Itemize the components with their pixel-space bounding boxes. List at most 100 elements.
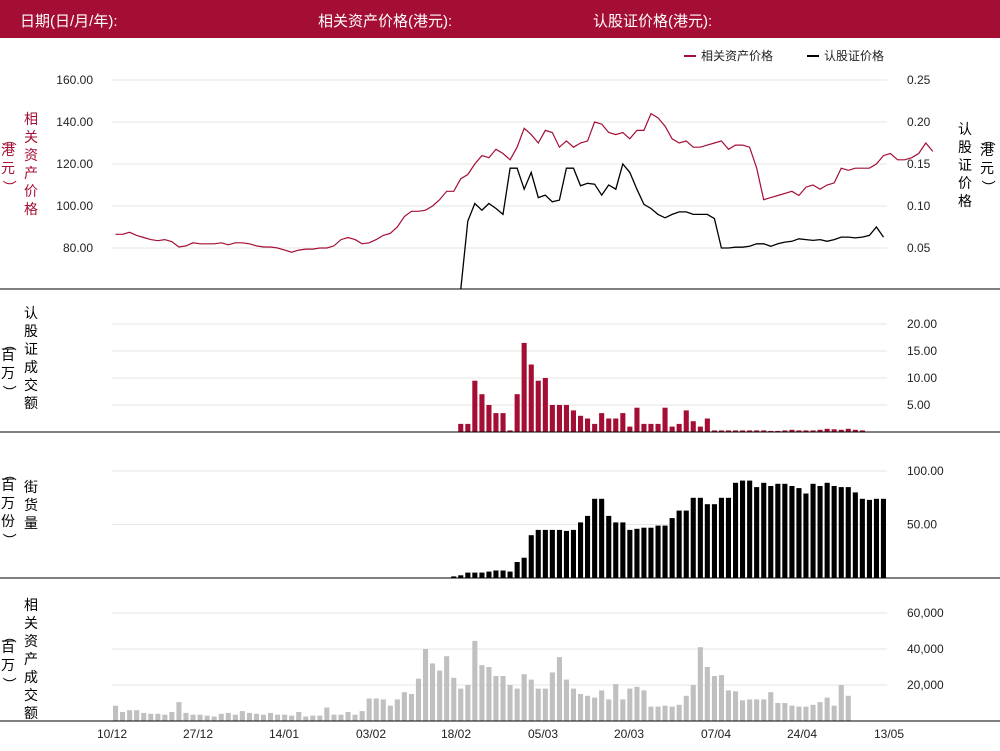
underlying-turnover-bar [535,688,541,721]
underlying-turnover-bar [239,711,245,721]
outstanding-qty-bar [796,488,802,578]
warrant-turnover-bar [620,413,626,432]
svg-text:资: 资 [24,148,38,164]
svg-text:证: 证 [24,342,38,358]
outstanding-qty-bar [599,498,605,578]
underlying-turnover-bar [803,706,809,721]
warrant-turnover-bar [775,430,781,432]
underlying-turnover-bar [620,699,626,721]
warrant-turnover-bar [676,423,682,432]
svg-text:万: 万 [1,366,15,382]
underlying-turnover-bar [514,688,520,721]
warrant-turnover-bar [789,429,795,432]
svg-text:相: 相 [24,598,38,614]
svg-text:交: 交 [24,377,38,394]
underlying-turnover-bar [148,713,154,721]
warrant-turnover-bar [782,430,788,432]
warrant-turnover-bar [838,429,844,432]
warrant-turnover-bar [500,413,506,432]
svg-text:产: 产 [24,166,38,182]
outstanding-qty-bar [873,498,879,578]
outstanding-qty-bar [620,522,626,578]
header-bar: 日期(日/月/年): 相关资产价格(港元): 认股证价格(港元): [0,0,1000,38]
underlying-turnover-bar [113,705,119,721]
outstanding-qty-bar [634,528,640,578]
warrant-turnover-bar [578,415,584,432]
svg-text:认: 认 [24,306,38,322]
underlying-turnover-bar [775,703,781,721]
underlying-turnover-bar [401,692,407,721]
underlying-turnover-bar [176,702,182,721]
warrant-turnover-bar [599,413,605,432]
underlying-turnover-bar [747,699,753,721]
underlying-turnover-bar [824,697,830,721]
svg-text:认: 认 [958,122,972,138]
outstanding-qty-bar [669,518,675,578]
warrant-turnover-bar [479,394,485,432]
outstanding-qty-bar [789,486,795,578]
outstanding-qty-bar [535,529,541,578]
outstanding-qty-bar [549,529,555,578]
underlying-turnover-bar [260,714,266,721]
outstanding-qty-bar [451,576,457,578]
underlying-turnover-bar [634,686,640,721]
left-tick-label: 120.00 [56,157,93,171]
outstanding-qty-bar [655,525,661,578]
outstanding-qty-bar [465,572,471,578]
x-tick-label: 05/03 [528,727,558,741]
outstanding-qty-bar [528,535,534,578]
warrant-turnover-bar [690,421,696,432]
svg-text:货: 货 [24,497,38,514]
underlying-turnover-bar [845,695,851,721]
left-tick-label: 80.00 [63,241,93,255]
outstanding-qty-bar [697,497,703,579]
svg-text:）: ） [0,385,16,399]
legend-underlying-label: 相关资产价格 [701,48,773,63]
warrant-turnover-bar [761,430,767,432]
svg-text:）: ） [0,533,16,547]
warrant-turnover-bar [803,430,809,432]
outstanding-qty-bar [627,529,633,578]
underlying-turnover-bar [733,691,739,721]
outstanding-qty-bar [542,529,548,578]
warrant-turnover-axis-unit: （百万 ） [0,337,16,399]
warrant-turnover-bar [592,423,598,432]
warrant-turnover-bar [733,430,739,432]
underlying-turnover-bar [768,692,774,721]
underlying-turnover-bar [599,690,605,721]
underlying-turnover-bar [521,674,527,721]
outstanding-qty-bar [810,483,816,578]
warrant-turnover-bar [493,413,499,432]
underlying-turnover-bar [310,715,316,721]
underlying-turnover-bar [472,640,478,721]
underlying-turnover-bar [141,712,147,721]
underlying-turnover-bar [289,715,295,721]
underlying-turnover-bar [789,705,795,721]
outstanding-qty-tick-label: 100.00 [907,464,944,478]
underlying-turnover-bar [563,679,569,721]
outstanding-qty-bar [824,482,830,578]
underlying-turnover-bar [690,685,696,721]
svg-text:百: 百 [1,640,15,656]
underlying-turnover-bar [542,688,548,721]
outstanding-qty-bar [570,529,576,578]
warrant-turnover-bar [563,405,569,432]
outstanding-qty-bar [683,510,689,578]
warrant-turnover-bar [796,430,802,432]
underlying-turnover-bar [218,713,224,721]
underlying-turnover-bar [303,716,309,721]
underlying-turnover-bar [486,667,492,721]
warrant-turnover-bar [648,423,654,432]
outstanding-qty-bar [563,530,569,578]
underlying-turnover-bar [373,698,379,721]
underlying-turnover-tick-label: 40,000 [907,642,944,656]
underlying-turnover-bar [465,685,471,721]
outstanding-qty-bar [845,487,851,578]
warrant-turnover-tick-label: 15.00 [907,344,937,358]
underlying-turnover-bar [366,698,372,721]
warrant-turnover-bar [549,405,555,432]
outstanding-qty-bar [507,571,513,578]
svg-text:交: 交 [24,687,38,704]
outstanding-qty-bar [556,529,562,578]
